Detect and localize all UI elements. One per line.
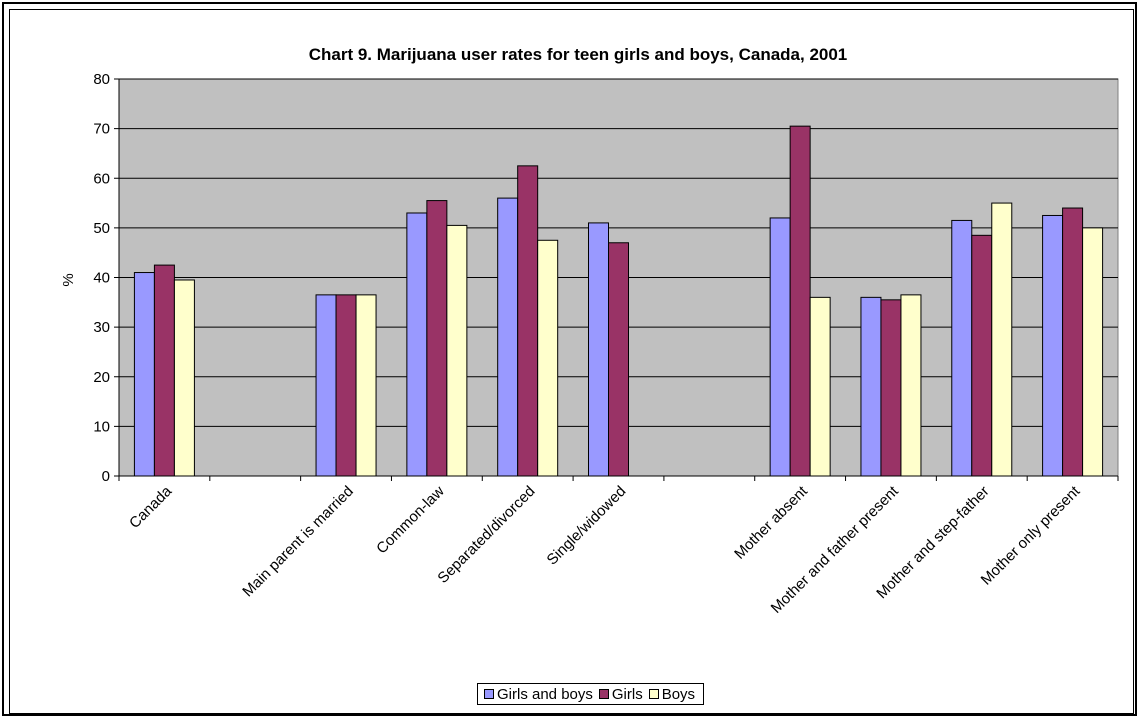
- y-tick-label: 70: [93, 121, 110, 138]
- legend-label-girls: Girls: [611, 685, 643, 703]
- y-axis-label: %: [60, 273, 77, 286]
- bar-girls: [517, 165, 539, 477]
- legend-swatch-girls-and-boys: [484, 689, 494, 699]
- bar-girls: [971, 234, 993, 477]
- x-tick-label: Canada: [126, 482, 176, 532]
- y-tick-label: 40: [93, 270, 110, 287]
- bar-girls-and-boys: [406, 212, 428, 477]
- bar-girls: [1062, 207, 1084, 477]
- y-tick-label: 80: [93, 71, 110, 88]
- bar-girls-and-boys: [860, 296, 882, 477]
- legend: Girls and boys Girls Boys: [477, 683, 705, 705]
- bar-girls-and-boys: [588, 222, 609, 477]
- bar-boys: [537, 239, 559, 477]
- bar-girls-and-boys: [315, 294, 337, 477]
- bar-boys: [1082, 227, 1104, 477]
- y-tick-label: 60: [93, 170, 110, 187]
- legend-item-girls: Girls: [598, 685, 643, 703]
- chart-area-border: [9, 9, 1134, 714]
- legend-item-boys: Boys: [648, 685, 696, 703]
- chart-title: Chart 9. Marijuana user rates for teen g…: [309, 45, 848, 64]
- bar-boys: [446, 224, 468, 477]
- bar-boys: [809, 296, 831, 477]
- legend-swatch-girls: [598, 689, 609, 699]
- legend-label-girls-and-boys: Girls and boys: [497, 685, 593, 703]
- y-tick-label: 20: [93, 369, 110, 386]
- bar-boys: [991, 202, 1013, 477]
- bar-girls-and-boys: [497, 197, 519, 477]
- x-tick-label: Common-law: [373, 483, 448, 558]
- bar-girls: [789, 125, 811, 477]
- bar-boys: [173, 279, 195, 477]
- bar-girls: [335, 294, 357, 477]
- y-tick-label: 30: [93, 319, 110, 336]
- bar-girls-and-boys: [1042, 214, 1064, 477]
- bar-boys: [900, 294, 922, 477]
- y-tick-label: 50: [93, 220, 110, 237]
- bar-girls: [880, 299, 902, 477]
- x-tick-label: Mother absent: [731, 482, 811, 562]
- bar-girls: [426, 200, 448, 477]
- bar-boys: [355, 294, 377, 477]
- legend-swatch-boys: [648, 689, 659, 699]
- x-tick-label: Single/widowed: [544, 483, 630, 569]
- bar-girls-and-boys: [133, 272, 155, 477]
- x-tick-label: Mother only present: [978, 482, 1084, 588]
- plot-area: 0 10 20 30 40 50 60 70 80 Canada Main parent is ma…: [93, 71, 1119, 617]
- bar-girls-and-boys: [951, 219, 973, 477]
- bar-girls: [153, 264, 175, 477]
- x-tick-label: Separated/divorced: [434, 483, 538, 587]
- y-tick-label: 10: [93, 418, 110, 435]
- y-tick-label: 0: [102, 468, 110, 485]
- legend-item-girls-and-boys: Girls and boys: [484, 686, 593, 703]
- bar-girls: [608, 242, 629, 477]
- x-tick-label: Main parent is married: [239, 483, 357, 601]
- bar-girls-and-boys: [769, 217, 791, 477]
- legend-label-boys: Boys: [661, 685, 696, 703]
